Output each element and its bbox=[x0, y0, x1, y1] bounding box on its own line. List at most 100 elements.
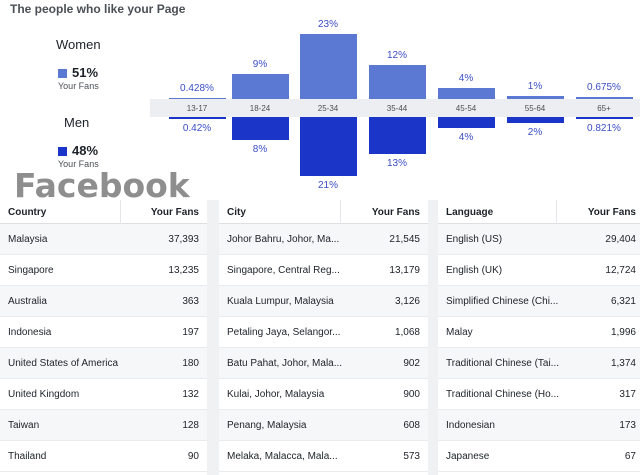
column-header[interactable]: Country bbox=[8, 207, 47, 218]
row-name: Kuala Lumpur, Malaysia bbox=[227, 296, 334, 307]
table-row[interactable]: United States of America 180 bbox=[0, 348, 207, 379]
men-value-label: 4% bbox=[458, 132, 474, 144]
age-band bbox=[150, 99, 640, 117]
column-header[interactable]: Your Fans bbox=[150, 207, 199, 218]
table-row[interactable]: United Kingdom 132 bbox=[0, 379, 207, 410]
table-row[interactable]: Australia 363 bbox=[0, 286, 207, 317]
row-name: Taiwan bbox=[8, 420, 40, 431]
men-bar[interactable] bbox=[168, 117, 226, 119]
row-name: English (UK) bbox=[446, 265, 503, 276]
women-percent: 51% bbox=[72, 65, 99, 80]
row-fans: 3,126 bbox=[394, 296, 420, 307]
row-name: Simplified Chinese (Chi... bbox=[446, 296, 559, 307]
row-name: Japanese bbox=[446, 451, 490, 462]
row-fans: 132 bbox=[182, 389, 199, 400]
table-row[interactable]: Indonesia 197 bbox=[0, 317, 207, 348]
women-heading: Women bbox=[56, 37, 101, 52]
column-divider bbox=[556, 200, 557, 224]
table-row[interactable]: Simplified Chinese (Chi... 6,321 bbox=[438, 286, 640, 317]
men-bar[interactable] bbox=[231, 117, 289, 140]
women-bar[interactable] bbox=[506, 96, 564, 99]
table-row[interactable]: English (UK) 12,724 bbox=[438, 255, 640, 286]
women-bar[interactable] bbox=[168, 97, 226, 99]
women-bar[interactable] bbox=[368, 65, 426, 99]
table-row[interactable]: Kuala Lumpur, Malaysia 3,126 bbox=[219, 286, 428, 317]
table-row[interactable]: Penang, Malaysia 608 bbox=[219, 410, 428, 441]
watermark: Facebook bbox=[14, 166, 190, 205]
men-value-label: 13% bbox=[386, 157, 407, 169]
table-row[interactable]: Traditional Chinese (Ho... 317 bbox=[438, 379, 640, 410]
row-fans: 67 bbox=[624, 451, 636, 462]
row-name: English (US) bbox=[446, 234, 503, 245]
table-row[interactable]: Singapore 13,235 bbox=[0, 255, 207, 286]
women-value-label: 1% bbox=[527, 81, 543, 93]
men-bar[interactable] bbox=[575, 117, 633, 120]
table-row[interactable]: Singapore, Central Reg... 13,179 bbox=[219, 255, 428, 286]
women-value-label: 9% bbox=[252, 58, 268, 70]
men-bar[interactable] bbox=[299, 117, 357, 177]
row-fans: 12,724 bbox=[605, 265, 636, 276]
table-row[interactable]: Petaling Jaya, Selangor... 1,068 bbox=[219, 317, 428, 348]
table-row[interactable]: Kulai, Johor, Malaysia 900 bbox=[219, 379, 428, 410]
row-name: Kulai, Johor, Malaysia bbox=[227, 389, 325, 400]
row-fans: 21,545 bbox=[389, 234, 420, 245]
row-fans: 90 bbox=[187, 451, 199, 462]
age-label: 13-17 bbox=[186, 104, 208, 113]
men-value-label: 21% bbox=[317, 180, 338, 192]
women-bar[interactable] bbox=[437, 87, 495, 99]
fans-table-language: Language Your Fans English (US) 29,404 Engli… bbox=[438, 200, 640, 475]
table-row[interactable]: Malay 1,996 bbox=[438, 317, 640, 348]
column-header[interactable]: City bbox=[227, 207, 246, 218]
row-fans: 317 bbox=[619, 389, 636, 400]
fans-table-country: Country Your Fans Malaysia 37,393 Singapore 1… bbox=[0, 200, 207, 475]
row-fans: 173 bbox=[619, 420, 636, 431]
table-row[interactable]: English (US) 29,404 bbox=[438, 224, 640, 255]
age-gender-chart: 13-17 0.428% 0.42% 18-24 9% 8% 25-34 23% 21% 35-4… bbox=[0, 0, 640, 200]
row-name: Singapore bbox=[8, 265, 54, 276]
men-bar[interactable] bbox=[506, 117, 564, 123]
section-title: The people who like your Page bbox=[10, 2, 186, 16]
column-divider bbox=[340, 200, 341, 224]
row-name: Indonesian bbox=[446, 420, 495, 431]
men-bar[interactable] bbox=[437, 117, 495, 129]
row-fans: 1,996 bbox=[610, 327, 636, 338]
column-header[interactable]: Language bbox=[446, 207, 494, 218]
row-fans: 37,393 bbox=[168, 234, 199, 245]
row-name: Australia bbox=[8, 296, 47, 307]
table-row[interactable]: Batu Pahat, Johor, Mala... 902 bbox=[219, 348, 428, 379]
women-bar[interactable] bbox=[575, 97, 633, 99]
age-label: 25-34 bbox=[317, 104, 339, 113]
row-name: Singapore, Central Reg... bbox=[227, 265, 340, 276]
women-bar[interactable] bbox=[231, 73, 289, 99]
table-row[interactable]: Johor Bahru, Johor, Ma... 21,545 bbox=[219, 224, 428, 255]
women-value-label: 0.675% bbox=[587, 82, 621, 94]
row-fans: 363 bbox=[182, 296, 199, 307]
row-fans: 6,321 bbox=[610, 296, 636, 307]
age-label: 35-44 bbox=[386, 104, 408, 113]
row-name: Thailand bbox=[8, 451, 47, 462]
column-header[interactable]: Your Fans bbox=[587, 207, 636, 218]
table-header: Country Your Fans bbox=[0, 200, 207, 224]
age-label: 45-54 bbox=[455, 104, 477, 113]
table-row[interactable]: Thailand 90 bbox=[0, 441, 207, 472]
table-header: Language Your Fans bbox=[438, 200, 640, 224]
men-bar[interactable] bbox=[368, 117, 426, 154]
table-row[interactable]: Japanese 67 bbox=[438, 441, 640, 472]
women-value-label: 4% bbox=[458, 72, 474, 84]
men-swatch bbox=[58, 147, 67, 156]
table-header: City Your Fans bbox=[219, 200, 428, 224]
table-row[interactable]: Malaysia 37,393 bbox=[0, 224, 207, 255]
table-row[interactable]: Melaka, Malacca, Mala... 573 bbox=[219, 441, 428, 472]
column-header[interactable]: Your Fans bbox=[371, 207, 420, 218]
panel-gap bbox=[428, 200, 438, 475]
row-name: Malaysia bbox=[8, 234, 48, 245]
row-name: United Kingdom bbox=[8, 389, 80, 400]
table-row[interactable]: Indonesian 173 bbox=[438, 410, 640, 441]
row-name: Malay bbox=[446, 327, 473, 338]
row-name: Petaling Jaya, Selangor... bbox=[227, 327, 341, 338]
table-row[interactable]: Traditional Chinese (Tai... 1,374 bbox=[438, 348, 640, 379]
table-row[interactable]: Taiwan 128 bbox=[0, 410, 207, 441]
women-value-label: 0.428% bbox=[180, 82, 214, 94]
women-bar[interactable] bbox=[299, 34, 357, 99]
women-sub: Your Fans bbox=[58, 81, 99, 91]
